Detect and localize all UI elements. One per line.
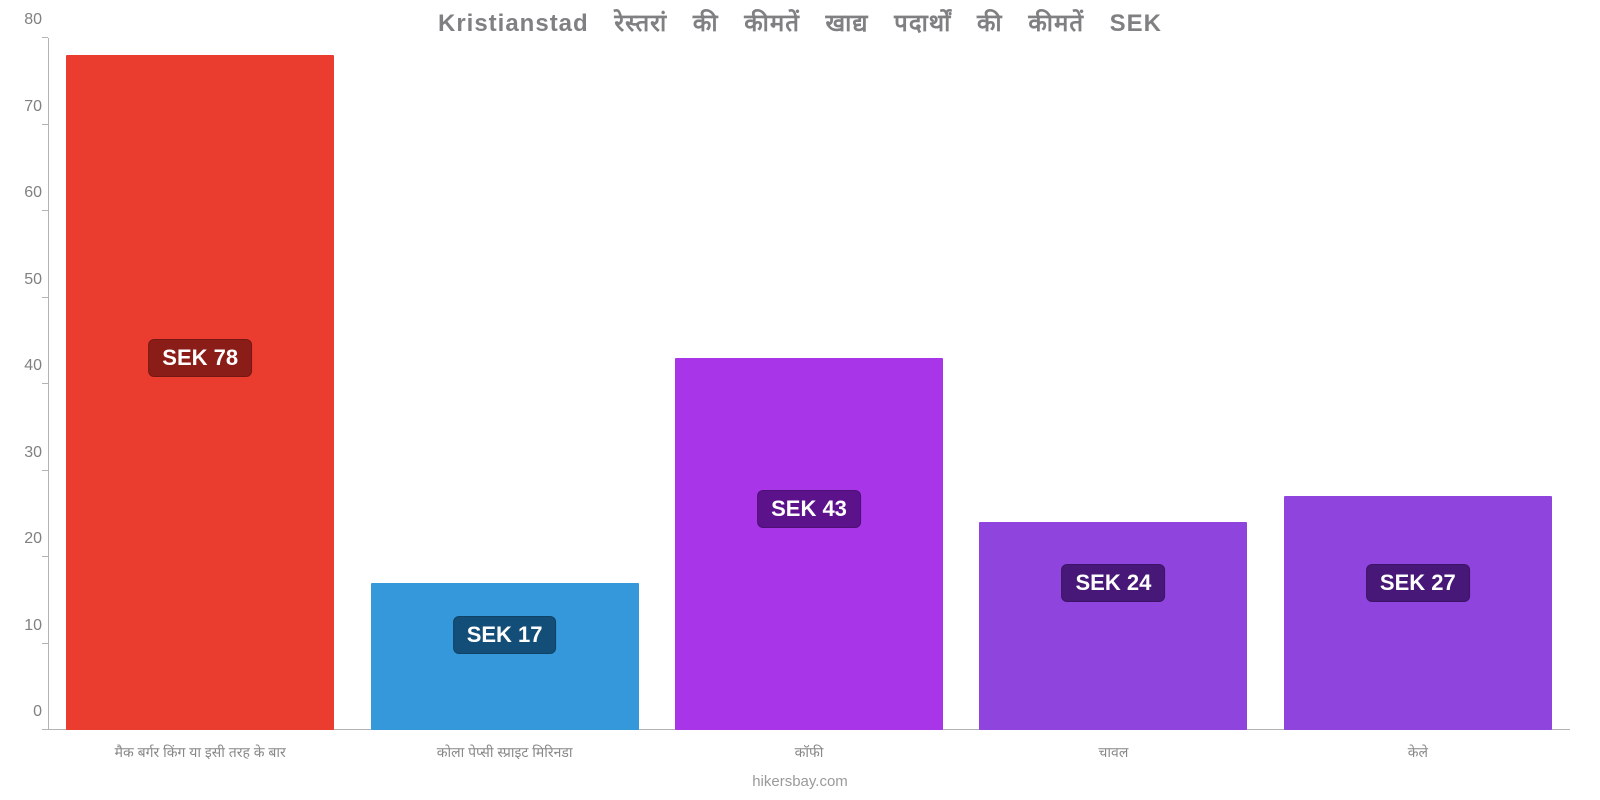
bar: SEK 24 [979, 522, 1247, 730]
y-tick-label: 40 [6, 357, 42, 375]
bar: SEK 17 [371, 583, 639, 730]
y-tick-mark [42, 556, 48, 557]
x-labels: मैक बर्गर किंग या इसी तरह के बारकोला पेप… [48, 743, 1570, 762]
y-tick-mark [42, 210, 48, 211]
chart-title: Kristianstad रेस्तरां की कीमतें खाद्य पद… [0, 0, 1600, 39]
y-tick-label: 20 [6, 530, 42, 548]
x-tick-label: कॉफी [657, 743, 961, 762]
y-tick-mark [42, 124, 48, 125]
x-tick-label: मैक बर्गर किंग या इसी तरह के बार [48, 743, 352, 762]
bar-slot: SEK 78 [48, 38, 352, 730]
bar-slot: SEK 27 [1266, 38, 1570, 730]
y-tick-label: 80 [6, 11, 42, 29]
bar: SEK 43 [675, 358, 943, 730]
bar-slot: SEK 24 [961, 38, 1265, 730]
value-badge: SEK 24 [1062, 564, 1166, 602]
y-tick-mark [42, 729, 48, 730]
value-badge: SEK 78 [148, 339, 252, 377]
y-tick-mark [42, 297, 48, 298]
y-tick-label: 50 [6, 271, 42, 289]
y-tick-label: 0 [6, 703, 42, 721]
value-badge: SEK 17 [453, 616, 557, 654]
bar-slot: SEK 43 [657, 38, 961, 730]
x-tick-label: केले [1266, 743, 1570, 762]
y-tick-mark [42, 37, 48, 38]
bar: SEK 27 [1284, 496, 1552, 730]
bar-slot: SEK 17 [352, 38, 656, 730]
y-tick-mark [42, 643, 48, 644]
value-badge: SEK 43 [757, 490, 861, 528]
bar: SEK 78 [66, 55, 334, 730]
y-tick-mark [42, 470, 48, 471]
x-tick-label: चावल [961, 743, 1265, 762]
x-tick-label: कोला पेप्सी स्प्राइट मिरिनडा [352, 743, 656, 762]
y-tick-label: 60 [6, 184, 42, 202]
y-tick-label: 70 [6, 98, 42, 116]
chart-container: Kristianstad रेस्तरां की कीमतें खाद्य पद… [0, 0, 1600, 800]
y-tick-label: 30 [6, 444, 42, 462]
value-badge: SEK 27 [1366, 564, 1470, 602]
plot-area: SEK 78SEK 17SEK 43SEK 24SEK 27 010203040… [48, 38, 1570, 730]
y-tick-mark [42, 383, 48, 384]
y-tick-label: 10 [6, 617, 42, 635]
bars-group: SEK 78 SEK 17 SEK 43 SEK 24 SEK 27 [48, 38, 1570, 730]
attribution-text: hikersbay.com [0, 773, 1600, 790]
